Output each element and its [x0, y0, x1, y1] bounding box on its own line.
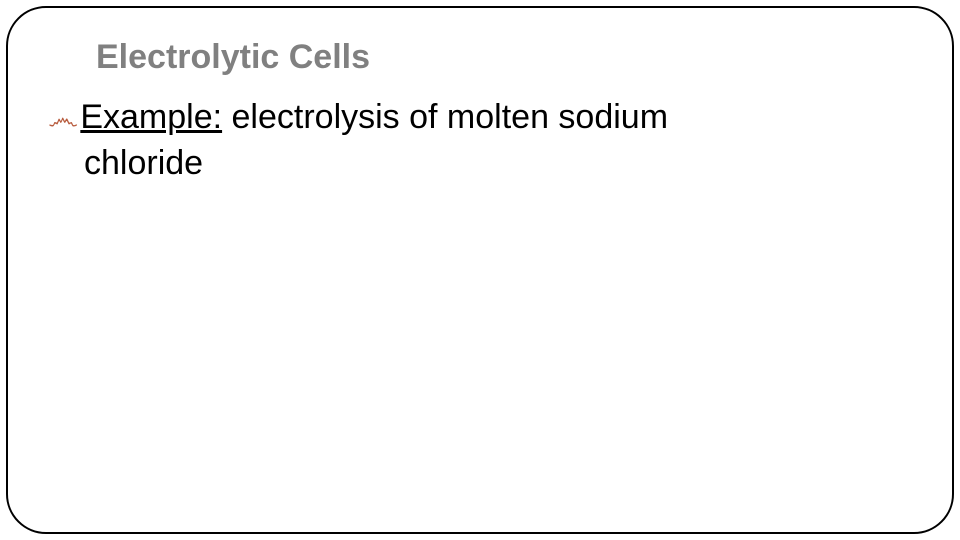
slide-title: Electrolytic Cells — [96, 38, 912, 77]
example-part1: electrolysis of molten sodium — [222, 98, 668, 136]
bullet-continuation: chloride — [84, 141, 912, 187]
bullet-text: Example: electrolysis of molten sodium — [80, 95, 912, 141]
bullet-icon: ෴ — [48, 97, 78, 140]
example-label: Example: — [80, 98, 222, 136]
bullet-item: ෴ Example: electrolysis of molten sodium — [48, 95, 912, 141]
slide-frame: Electrolytic Cells ෴ Example: electrolys… — [6, 6, 954, 534]
